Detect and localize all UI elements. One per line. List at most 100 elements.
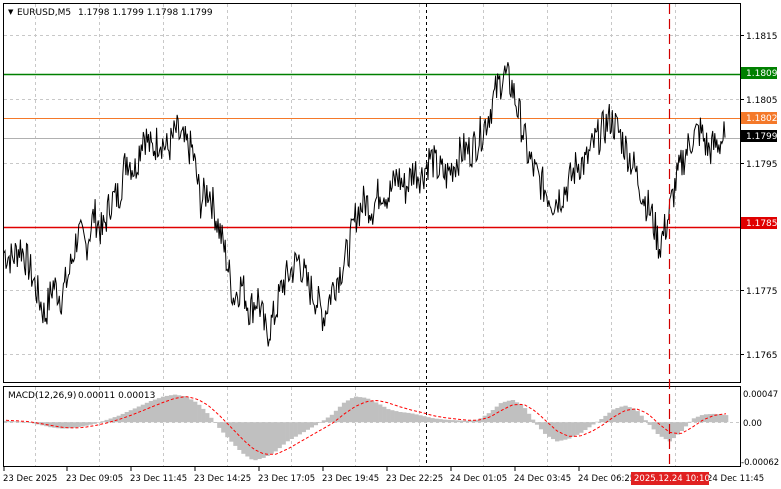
time-tick-label: 23 Dec 09:05 <box>66 474 123 484</box>
macd-histogram-bar <box>136 406 142 423</box>
macd-histogram-bar <box>229 422 234 442</box>
macd-histogram-bar <box>289 422 294 439</box>
macd-histogram-bar <box>623 405 628 423</box>
price-tick-label: 1.1815 <box>746 32 778 42</box>
macd-histogram-bar <box>462 420 467 423</box>
macd-histogram-bar <box>168 395 174 423</box>
macd-histogram-bar <box>293 422 298 437</box>
macd-axis[interactable]: 0.00047 0.00 -0.00062 <box>741 390 779 468</box>
macd-histogram-bar <box>12 421 17 423</box>
macd-histogram-bar <box>615 408 620 423</box>
macd-histogram-bar <box>349 398 355 423</box>
macd-histogram-bar <box>647 422 652 425</box>
macd-histogram-bar <box>108 418 113 423</box>
macd-histogram-bar <box>691 418 697 423</box>
price-axis[interactable]: 1.1815 1.1805 1.1795 1.1775 1.1765 <box>740 32 778 361</box>
time-tick-label: 23 Dec 19:45 <box>322 474 379 484</box>
macd-histogram-bar <box>675 422 681 435</box>
price-grid <box>4 4 740 382</box>
time-tick-label: 24 Dec 03:45 <box>514 474 571 484</box>
ohlc-values: 1.1798 1.1799 1.1798 1.1799 <box>78 8 213 18</box>
macd-histogram-bar <box>406 412 411 423</box>
macd-histogram-bar <box>325 417 331 423</box>
macd-histogram-bar <box>382 406 387 423</box>
price-tick-label: 1.1765 <box>746 351 778 361</box>
macd-histogram-bar <box>281 422 286 445</box>
macd-histogram-bar <box>671 422 677 439</box>
macd-histogram-bar <box>357 397 363 423</box>
macd-histogram-bar <box>221 422 226 433</box>
macd-histogram-bar <box>176 395 182 423</box>
macd-histogram-bar <box>619 406 624 423</box>
macd-tick-label: 0.00 <box>743 419 762 429</box>
level-tag-orange <box>741 112 777 124</box>
macd-histogram-bar <box>16 421 21 423</box>
macd-histogram-bar <box>193 401 198 423</box>
macd-histogram-bar <box>719 414 725 423</box>
macd-histogram-bar <box>225 422 230 438</box>
macd-histogram-bar <box>522 408 528 423</box>
time-tick-label: 23 Dec 2025 <box>3 474 57 484</box>
macd-histogram-bar <box>257 422 262 459</box>
macd-histogram-bar <box>92 422 97 424</box>
macd-histogram-bar <box>233 422 238 446</box>
macd-histogram-bar <box>84 422 89 426</box>
macd-histogram-bar <box>723 415 729 423</box>
macd-signal-line <box>5 396 727 455</box>
macd-histogram-bar <box>52 422 57 428</box>
macd-histogram-bar <box>398 412 403 423</box>
macd-histogram-bar <box>458 420 463 423</box>
macd-histogram-bar <box>265 422 270 456</box>
macd-histogram-bar <box>563 422 568 440</box>
symbol-dropdown-icon[interactable]: ▼ <box>8 8 14 16</box>
macd-histogram-bar <box>538 422 544 430</box>
macd-histogram-bar <box>422 416 427 423</box>
macd-histogram-bar <box>390 410 395 423</box>
macd-histogram-bar <box>378 404 383 423</box>
cursor-time-tag-text: 2025.12.24 10:10 <box>634 474 710 484</box>
macd-histogram-bar <box>112 417 117 423</box>
macd-histogram-bar <box>478 418 483 423</box>
macd-histogram-bar <box>715 414 721 423</box>
macd-histogram-bar <box>534 422 540 425</box>
price-panel-frame <box>3 3 741 383</box>
macd-histogram-bar <box>261 422 266 458</box>
macd-histogram-bar <box>152 399 158 423</box>
macd-histogram-bar <box>160 396 166 423</box>
level-tag-orange-text: 1.1802 <box>746 114 778 124</box>
macd-histogram-bar <box>659 422 664 437</box>
macd-histogram-bar <box>446 419 451 423</box>
macd-histogram-bar <box>28 422 33 423</box>
macd-histogram-bar <box>679 422 685 431</box>
macd-histogram-bar <box>88 422 93 425</box>
macd-histogram-bar <box>361 397 367 423</box>
macd-histogram-bar <box>56 422 61 429</box>
macd-histogram-bar <box>321 420 327 423</box>
macd-histogram-bar <box>72 422 77 428</box>
macd-histogram-bar <box>575 422 580 435</box>
macd-histogram-bar <box>611 409 616 423</box>
macd-tick-label: 0.00047 <box>743 390 778 400</box>
time-axis[interactable]: 23 Dec 2025 23 Dec 09:05 23 Dec 11:45 23… <box>3 467 764 485</box>
macd-histogram-bar <box>474 419 479 423</box>
macd-histogram-bar <box>277 422 282 449</box>
macd-histogram-bar <box>189 399 194 423</box>
macd-histogram-bar <box>96 422 101 423</box>
macd-histogram-bar <box>132 408 138 423</box>
macd-histogram-bar <box>353 396 359 423</box>
macd-histogram-bar <box>394 411 399 423</box>
price-series-line <box>3 62 726 347</box>
price-tick-label: 1.1795 <box>746 160 778 170</box>
current-price-tag-text: 1.1799 <box>746 132 778 142</box>
macd-histogram-bar <box>317 422 323 423</box>
macd-histogram-bar <box>68 422 73 429</box>
macd-histogram-bar <box>370 400 375 423</box>
macd-histogram-bar <box>209 417 214 423</box>
macd-histogram-bar <box>144 402 150 423</box>
macd-histogram-bar <box>470 420 475 423</box>
macd-histogram-bar <box>8 421 13 423</box>
macd-histogram-bar <box>430 418 435 423</box>
macd-histogram-bar <box>555 422 560 442</box>
